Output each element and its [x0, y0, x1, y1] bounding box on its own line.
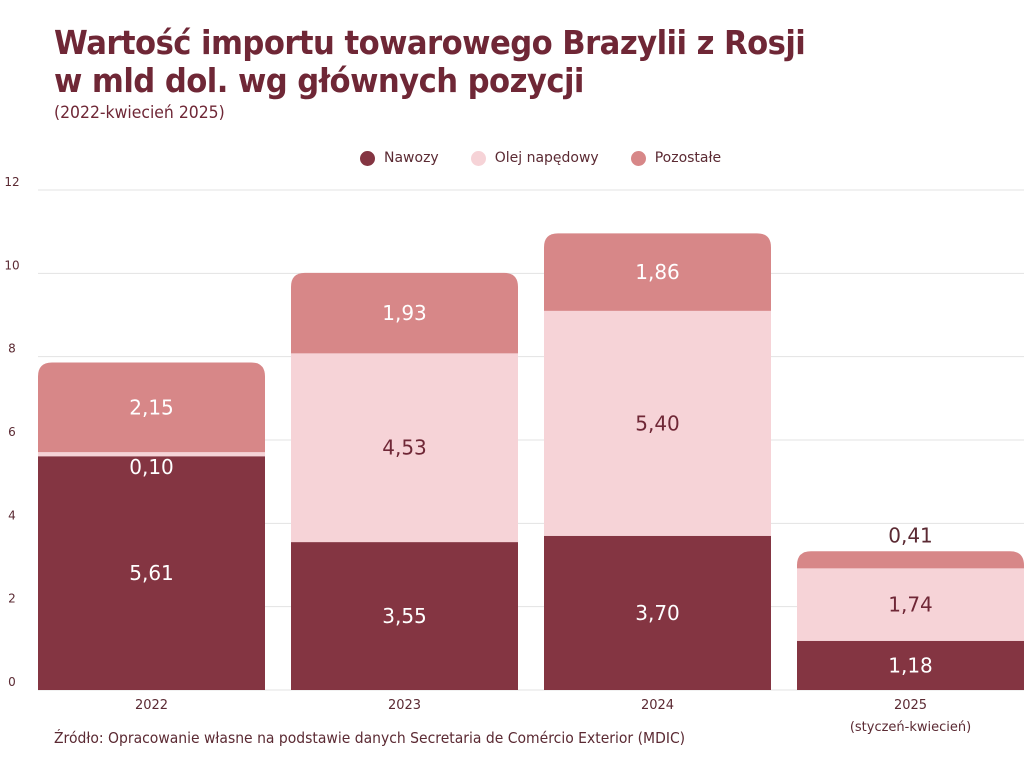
bar-segment-nawozy-2024: [544, 535, 771, 690]
bar-segment-olej-napędowy-2024: [544, 310, 771, 536]
y-axis-ticks: 0 2 4 6 8 10 12: [4, 175, 19, 689]
value-label: 1,74: [888, 593, 933, 617]
y-tick-label: 0: [8, 675, 16, 689]
bar-segment-nawozy-2023: [291, 542, 518, 690]
value-label: 5,40: [635, 411, 680, 435]
value-label: 3,55: [382, 604, 427, 628]
bar-stack-2023: 3,55 4,53 1,93: [291, 272, 518, 690]
y-tick-label: 6: [8, 425, 16, 439]
chart-title-line-1: Wartość importu towarowego Brazylii z Ro…: [54, 23, 806, 62]
value-label: 2,15: [129, 395, 174, 419]
x-tick-sublabel: (styczeń-kwiecień): [850, 720, 971, 735]
y-tick-label: 8: [8, 342, 16, 356]
bar-segment-olej-napędowy-2025: [797, 568, 1024, 641]
value-label: 1,18: [888, 653, 933, 677]
x-tick-label: 2023: [388, 698, 421, 713]
source-note: Źródło: Opracowanie własne na podstawie …: [54, 729, 686, 747]
legend-item-pozostale: Pozostałe: [630, 150, 722, 166]
legend-item-olej-napedowy: Olej napędowy: [470, 150, 599, 166]
gridlines: [38, 189, 1024, 691]
bar-segment-olej-napędowy-2022: [38, 452, 265, 457]
x-axis-labels: 2022 2023 2024 2025 (styczeń-kwiecień): [135, 698, 971, 735]
bar-segment-olej-napędowy-2023: [291, 353, 518, 543]
legend-swatch-olej-napedowy: [470, 150, 486, 166]
bar-segment-pozostałe-2022: [38, 362, 265, 453]
value-label: 3,70: [635, 601, 680, 625]
value-label: 0,41: [888, 523, 933, 547]
chart-title: Wartość importu towarowego Brazylii z Ro…: [54, 23, 806, 100]
bar-stack-2025: 1,18 1,74 0,41: [797, 523, 1024, 690]
bar-segment-pozostałe-2025: [797, 551, 1024, 569]
x-tick-label: 2025: [894, 698, 927, 713]
value-label: 4,53: [382, 436, 427, 460]
legend-label-olej-napedowy: Olej napędowy: [494, 150, 599, 166]
chart-title-line-2: w mld dol. wg głównych pozycji: [54, 61, 584, 100]
value-label: 0,10: [129, 455, 174, 479]
legend: Nawozy Olej napędowy Pozostałe: [360, 150, 721, 166]
legend-item-nawozy: Nawozy: [360, 150, 439, 166]
chart-subtitle: (2022-kwiecień 2025): [54, 103, 225, 123]
legend-swatch-pozostale: [630, 150, 646, 166]
bar-stack-2022: 5,61 0,10 2,15: [38, 362, 265, 690]
y-tick-label: 10: [4, 258, 19, 272]
bar-segment-pozostałe-2023: [291, 272, 518, 354]
bars: 5,61 0,10 2,15 3,55 4,53 1,93 3,70 5,40 1,86 1,18…: [38, 233, 1024, 690]
legend-label-nawozy: Nawozy: [384, 150, 439, 166]
x-tick-label: 2022: [135, 698, 168, 713]
x-tick-label: 2024: [641, 698, 674, 713]
value-label: 1,93: [382, 301, 427, 325]
y-tick-label: 4: [8, 508, 16, 522]
y-tick-label: 12: [4, 175, 19, 189]
bar-stack-2024: 3,70 5,40 1,86: [544, 233, 771, 690]
bar-segment-nawozy-2025: [797, 640, 1024, 690]
value-label: 5,61: [129, 561, 174, 585]
bar-segment-nawozy-2022: [38, 456, 265, 690]
legend-swatch-nawozy: [360, 150, 375, 166]
y-tick-label: 2: [8, 592, 16, 606]
bar-segment-pozostałe-2024: [544, 233, 771, 311]
value-label: 1,86: [635, 260, 680, 284]
legend-label-pozostale: Pozostałe: [654, 150, 722, 166]
